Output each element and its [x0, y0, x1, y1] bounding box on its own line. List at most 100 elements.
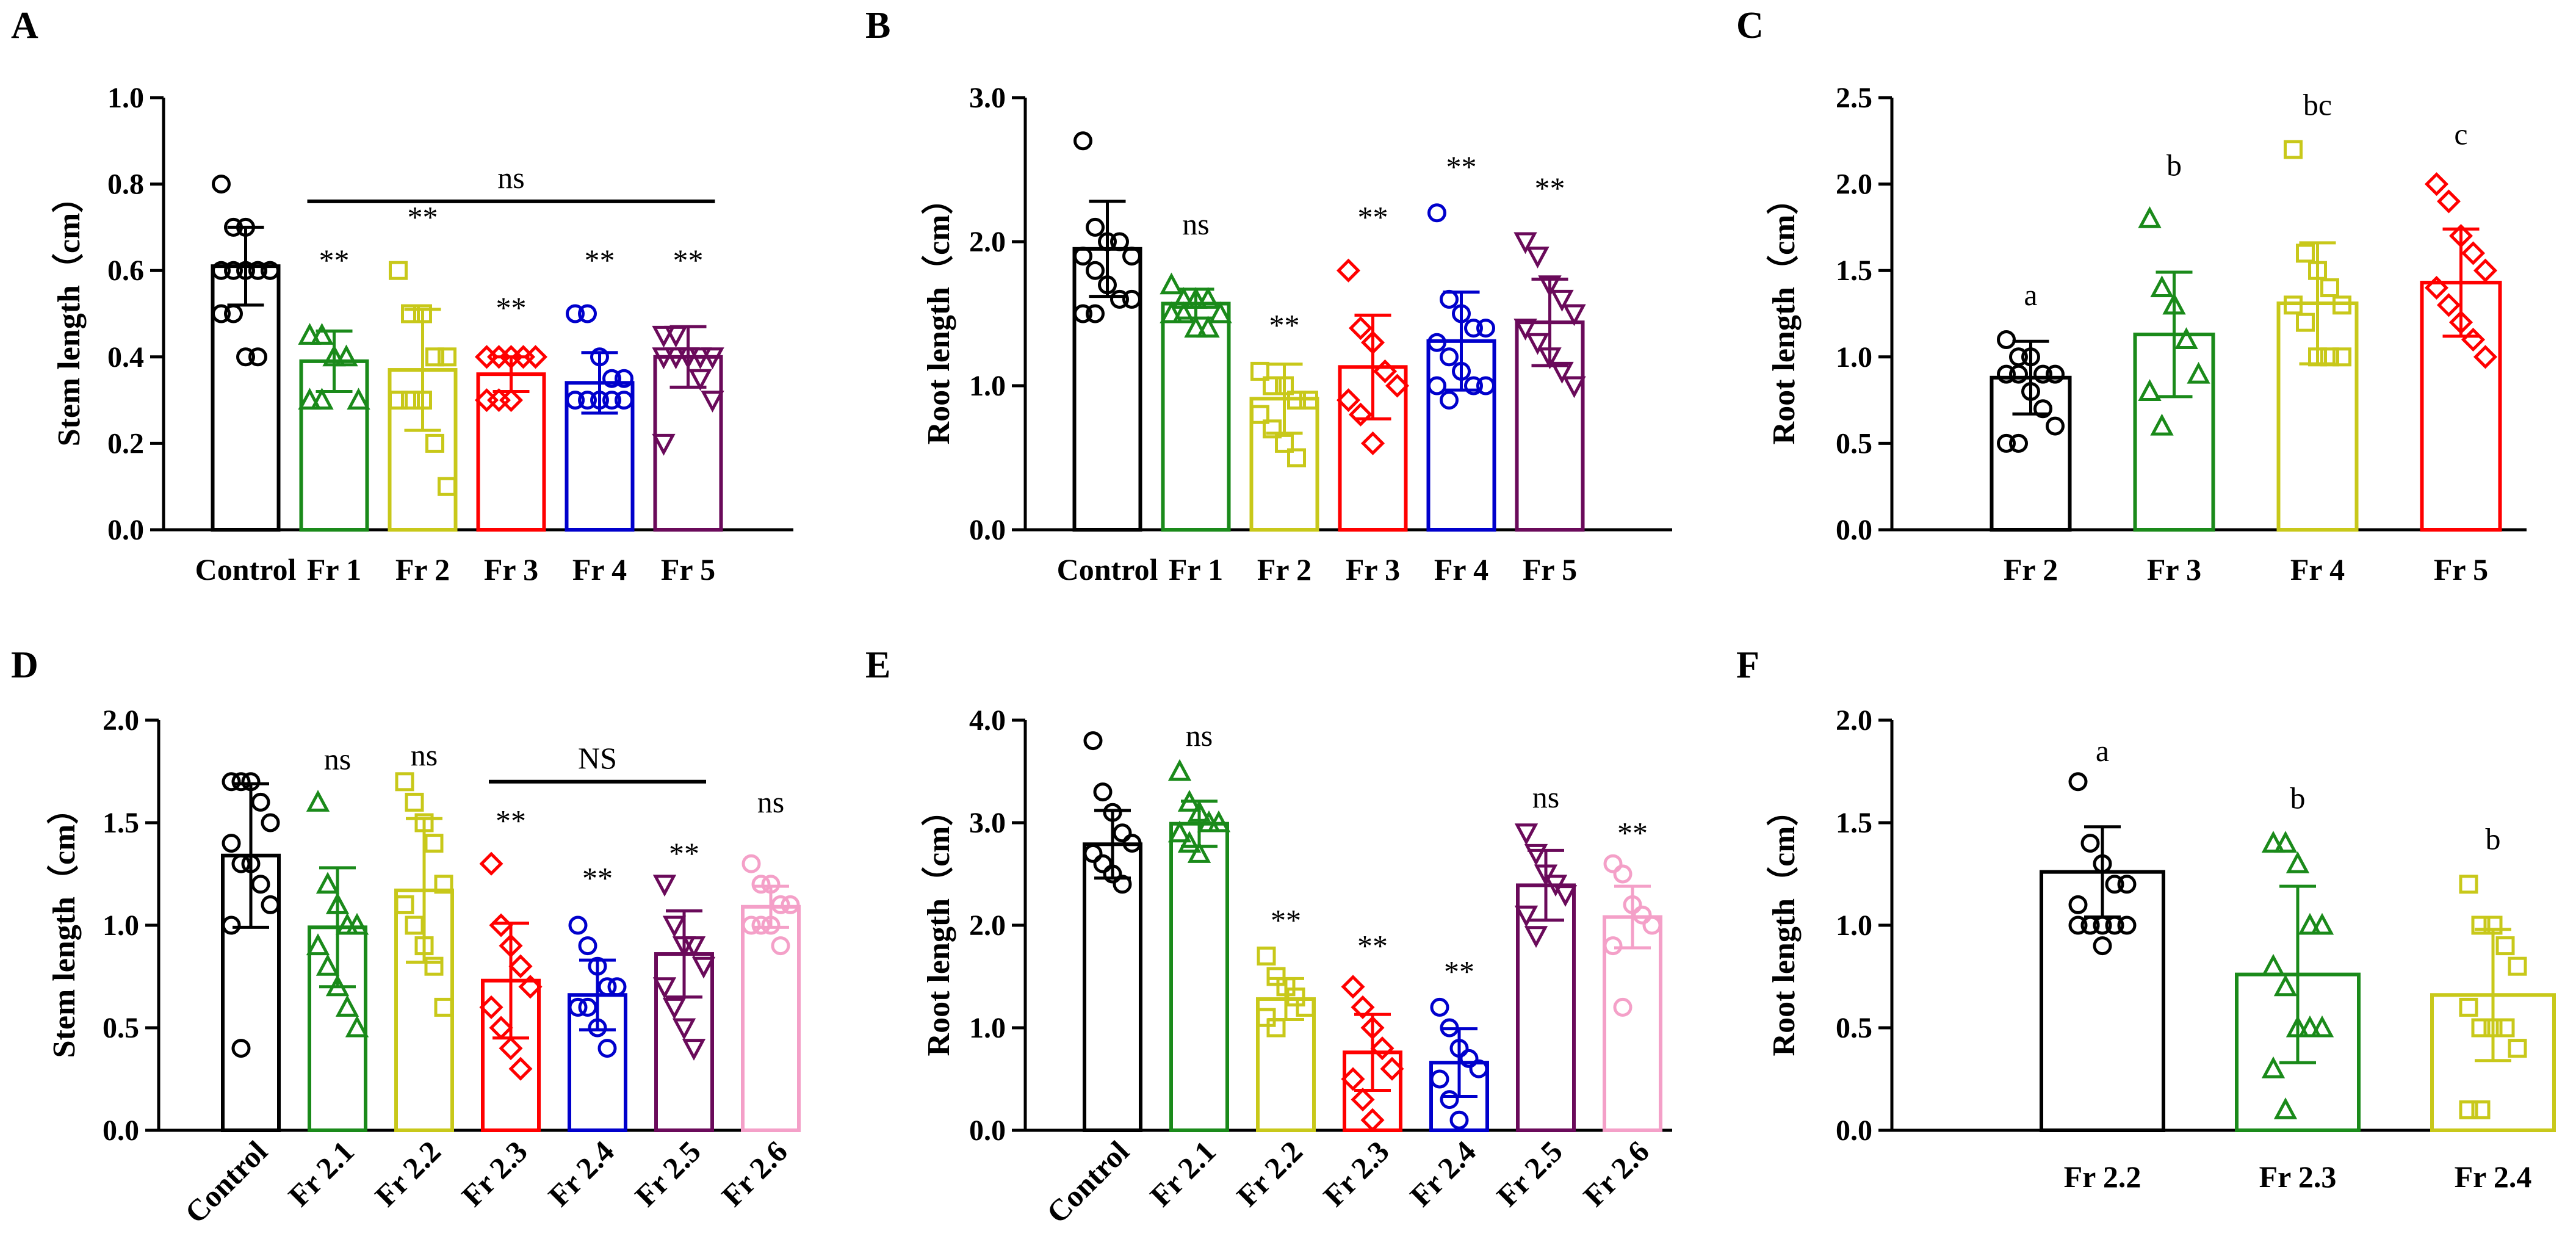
- data-point: [1086, 304, 1105, 323]
- significance-label: ns: [757, 785, 784, 819]
- data-point: [1440, 347, 1459, 367]
- y-tick-label: 1.5: [103, 807, 139, 839]
- data-point: [1603, 936, 1623, 956]
- y-tick-label: 0.5: [1836, 427, 1872, 460]
- data-point: [578, 997, 597, 1017]
- significance-label: b: [2290, 781, 2306, 815]
- x-tick-label: Control: [1057, 552, 1158, 587]
- data-point: [479, 995, 503, 1019]
- bar: [481, 978, 541, 1132]
- x-tick-label: Control: [1040, 1134, 1136, 1230]
- x-tick-label: Fr 2.4: [1403, 1134, 1482, 1213]
- data-point: [310, 323, 334, 345]
- panel-letter: D: [11, 644, 38, 686]
- data-point: [395, 772, 414, 792]
- significance-label: **: [1444, 954, 1474, 988]
- data-point: [1550, 361, 1574, 384]
- data-point: [2471, 1100, 2491, 1119]
- data-point: [2471, 1018, 2491, 1038]
- data-point: [251, 792, 270, 812]
- data-point: [1633, 905, 1652, 925]
- data-point: [1172, 301, 1196, 323]
- data-point: [401, 304, 420, 323]
- y-tick-label: 3.0: [969, 82, 1006, 114]
- y-tick-label: 1.0: [969, 370, 1006, 402]
- data-point: [568, 997, 588, 1017]
- data-point: [2332, 347, 2351, 367]
- y-tick-label: 4.0: [969, 704, 1006, 737]
- data-point: [1469, 1059, 1488, 1078]
- panel-b: B 0.0 1.0 2.0 3.0 Root length（cm） Control ns Fr …: [865, 5, 1672, 587]
- y-tick-label: 1.5: [1836, 807, 1872, 839]
- data-point: [499, 388, 524, 413]
- data-point: [1464, 319, 1483, 338]
- data-point: [1296, 997, 1315, 1017]
- y-tick-label: 1.0: [107, 82, 144, 114]
- significance-label: b: [2486, 822, 2501, 856]
- x-tick-label: Fr 2.5: [1490, 1134, 1568, 1213]
- data-point: [261, 261, 280, 280]
- data-point: [316, 953, 340, 976]
- panel-d: D 0.0 0.5 1.0 1.5 2.0 Stem length（cm） Control ns…: [11, 644, 801, 1230]
- data-point: [1997, 364, 2016, 384]
- y-tick-label: 0.8: [107, 168, 144, 201]
- x-tick-label: Fr 5: [661, 552, 715, 587]
- significance-label: **: [319, 243, 350, 277]
- data-point: [1207, 810, 1231, 832]
- data-point: [2009, 433, 2028, 453]
- y-tick-label: 0.0: [1836, 1114, 1872, 1147]
- significance-label: a: [2096, 734, 2109, 768]
- data-point: [1514, 905, 1539, 928]
- y-axis-label: Root length（cm）: [1766, 795, 1802, 1056]
- significance-label: **: [1269, 308, 1300, 342]
- y-axis-label: Root length（cm）: [921, 183, 956, 445]
- y-axis-label: Root length（cm）: [921, 795, 956, 1056]
- y-tick-label: 0.4: [107, 341, 144, 374]
- x-tick-label: Fr 2.5: [628, 1134, 707, 1213]
- data-point: [2298, 912, 2322, 935]
- bracket-label: NS: [578, 741, 617, 775]
- data-point: [405, 792, 424, 812]
- data-point: [2273, 974, 2298, 997]
- panel-letter: F: [1736, 644, 1759, 686]
- x-tick-label: Fr 3: [1346, 552, 1400, 587]
- data-point: [405, 915, 424, 935]
- data-point: [1208, 301, 1232, 323]
- data-point: [1373, 359, 1398, 383]
- data-point: [1184, 316, 1208, 338]
- data-point: [602, 391, 621, 410]
- data-point: [566, 391, 585, 410]
- significance-label: **: [582, 861, 613, 895]
- data-point: [1196, 316, 1220, 338]
- data-point: [568, 915, 588, 935]
- data-point: [1196, 287, 1220, 309]
- bar: [211, 264, 281, 532]
- data-point: [401, 391, 420, 410]
- data-point: [1524, 926, 1548, 948]
- data-point: [1083, 843, 1103, 863]
- significance-label: **: [673, 243, 704, 277]
- x-tick-label: Fr 2.2: [1230, 1134, 1308, 1213]
- data-point: [1093, 854, 1113, 873]
- data-point: [1603, 854, 1623, 873]
- bar: [1169, 821, 1229, 1133]
- y-tick-label: 2.0: [969, 226, 1006, 258]
- data-point: [2068, 772, 2088, 792]
- x-tick-label: Fr 2.1: [281, 1134, 360, 1213]
- data-point: [212, 175, 231, 194]
- data-point: [1160, 272, 1183, 295]
- data-point: [1380, 1056, 1404, 1081]
- data-point: [578, 936, 597, 956]
- data-point: [615, 369, 633, 388]
- data-point: [1553, 885, 1578, 907]
- y-axis-label: Stem length（cm）: [46, 793, 82, 1058]
- data-point: [2105, 875, 2124, 894]
- bracket-label: ns: [497, 161, 524, 195]
- data-point: [2310, 1015, 2334, 1038]
- data-point: [1370, 1036, 1394, 1061]
- data-point: [508, 954, 533, 978]
- data-point: [2296, 244, 2315, 263]
- significance-label: a: [2024, 278, 2037, 312]
- data-point: [652, 325, 676, 348]
- data-point: [434, 875, 453, 894]
